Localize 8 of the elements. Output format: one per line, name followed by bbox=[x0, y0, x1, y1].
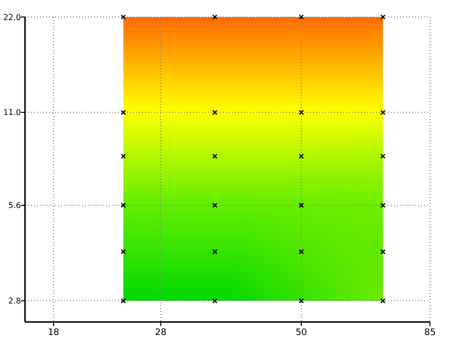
x-tick-label: 50 bbox=[296, 328, 308, 337]
y-tick-label: 5.6 bbox=[8, 201, 21, 210]
y-tick-label: 2.8 bbox=[8, 296, 21, 306]
y-tick-label: 22.0 bbox=[3, 12, 21, 22]
x-tick-label: 28 bbox=[154, 328, 167, 337]
y-tick-label: 11.0 bbox=[3, 108, 21, 118]
x-tick-label: 85 bbox=[424, 328, 436, 337]
x-tick-label: 18 bbox=[48, 328, 60, 337]
